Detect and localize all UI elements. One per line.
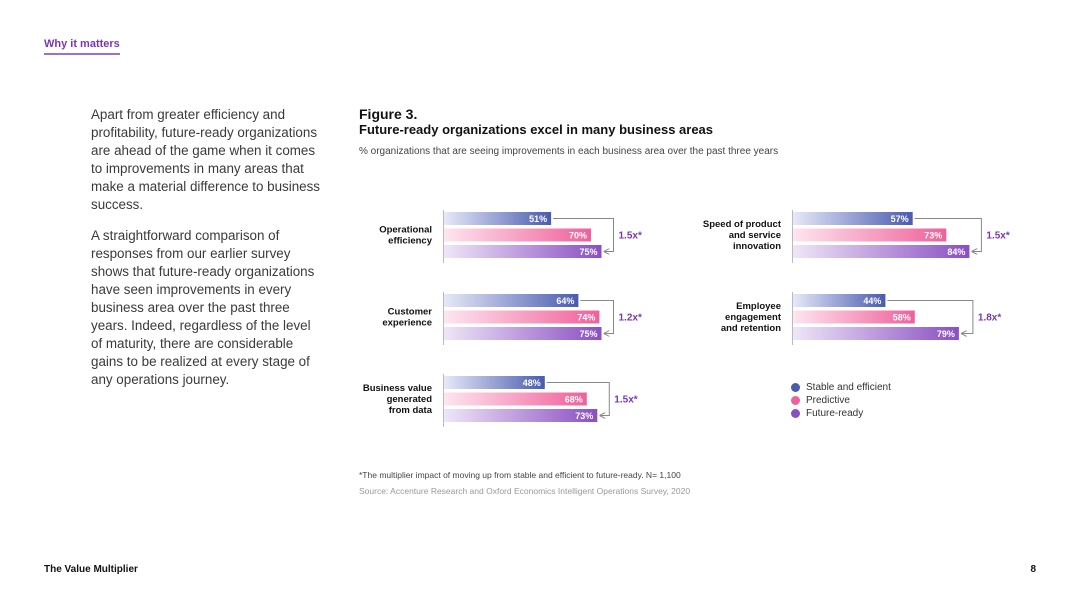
intro-paragraph-2: A straightforward comparison of response… [91,227,315,388]
legend-dot-stable [791,383,800,392]
figure-label: Figure 3. [359,106,418,122]
category-label-line: Customer [388,307,433,318]
legend-label-future-ready: Future-ready [806,408,864,419]
multiplier-label: 1.8x* [978,313,1001,324]
category-label: Employee engagement and retention [721,301,782,334]
footer-title: The Value Multiplier [44,564,138,575]
bar [793,228,947,242]
multiplier-bracket [580,300,614,334]
multiplier-bracket [914,218,982,252]
multiplier-label: 1.5x* [986,231,1009,242]
page-number: 8 [1030,564,1036,575]
bar [793,212,913,225]
bar [793,294,886,307]
multiplier-bracket [546,382,610,416]
bar [444,376,545,389]
data-label: 70% [569,231,587,241]
category-label-line: Business value [363,383,432,394]
bar [444,212,552,225]
bar [444,310,600,324]
bar [444,245,602,258]
legend-label-predictive: Predictive [806,395,850,406]
bar [444,392,587,406]
category-label-line: efficiency [388,236,433,247]
bar [444,294,579,307]
data-label: 51% [529,214,547,224]
category-label-line: experience [382,318,432,329]
intro-text: Apart from greater efficiency and profit… [91,106,323,401]
figure-title: Future-ready organizations excel in many… [359,122,714,137]
category-label-line: Operational [379,225,432,236]
legend-item-stable: Stable and efficient [791,381,891,394]
legend-dot-predictive [791,396,800,405]
category-label: Operational efficiency [379,225,433,247]
category-label-line: Employee [736,301,781,312]
data-label: 44% [863,296,881,306]
category-label: Speed of product and service innovation [703,219,782,252]
data-label: 58% [893,313,911,323]
category-label-line: from data [389,405,433,416]
category-label-line: Speed of product [703,219,782,230]
data-label: 75% [579,329,597,339]
data-label: 73% [924,231,942,241]
legend-dot-future-ready [791,409,800,418]
intro-paragraph-1: Apart from greater efficiency and profit… [91,107,321,213]
figure-subtitle: % organizations that are seeing improvem… [359,146,779,157]
bar [444,228,591,242]
bar [793,245,970,258]
bar [444,409,598,422]
figure-source: Source: Accenture Research and Oxford Ec… [359,486,691,496]
multiplier-label: 1.5x* [614,395,637,406]
data-label: 73% [575,411,593,421]
category-label: Business value generated from data [363,383,433,416]
category-label-line: and service [729,230,781,241]
legend-item-predictive: Predictive [791,394,891,407]
category-label-line: innovation [733,241,781,252]
bar [793,327,959,340]
category-label-line: engagement [725,312,782,323]
legend-item-future-ready: Future-ready [791,407,891,420]
multiplier-bracket [553,218,614,252]
section-tag: Why it matters [44,38,120,55]
multiplier-label: 1.2x* [619,313,642,324]
legend-label-stable: Stable and efficient [806,382,891,393]
data-label: 74% [577,313,595,323]
bar [793,310,915,324]
category-label-line: generated [387,394,433,405]
data-label: 79% [937,329,955,339]
data-label: 84% [947,247,965,257]
data-label: 57% [891,214,909,224]
figure-footnote: *The multiplier impact of moving up from… [359,470,681,480]
category-label-line: and retention [721,323,781,334]
chart-legend: Stable and efficient Predictive Future-r… [791,381,891,420]
multiplier-label: 1.5x* [619,231,642,242]
category-label: Customer experience [382,307,432,329]
multiplier-bracket [887,300,974,334]
bar [444,327,602,340]
data-label: 68% [565,395,583,405]
data-label: 48% [523,378,541,388]
data-label: 64% [556,296,574,306]
data-label: 75% [579,247,597,257]
